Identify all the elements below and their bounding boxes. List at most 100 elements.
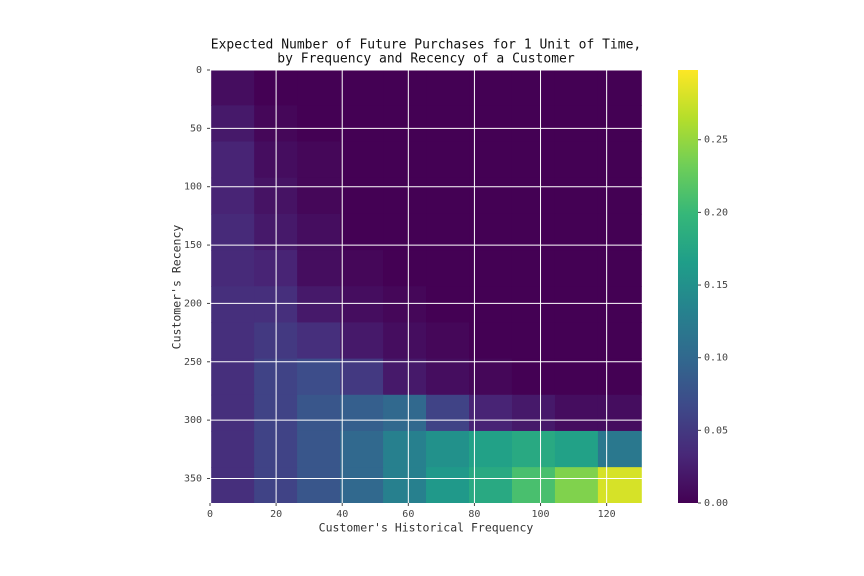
y-axis-label: Customer's Recency [170,225,184,350]
heatmap-cell [469,358,513,396]
heatmap-cell [511,394,556,432]
heatmap-cell [211,105,256,143]
heatmap-cell [554,141,599,179]
heatmap-cell [211,141,256,179]
heatmap-cell [383,286,427,323]
y-tick-label: 0 [196,65,202,76]
heatmap-cell [297,105,342,143]
heatmap-cell [469,213,513,251]
heatmap-cell [383,141,427,179]
heatmap-cell [211,286,256,323]
x-tick-label: 100 [532,509,550,520]
colorbar-tick-label: 0.25 [704,135,728,146]
x-tick-label: 20 [270,509,282,520]
plot-area [211,70,642,503]
heatmap-cell [426,394,470,432]
y-tick-label: 350 [184,473,202,484]
heatmap-cell [469,250,513,287]
colorbar-tick-label: 0.20 [704,207,728,218]
heatmap-cell [426,141,470,179]
heatmap-cell [383,105,427,143]
y-tick-label: 200 [184,298,202,309]
heatmap-cell [469,394,513,432]
heatmap-cell [554,70,599,106]
heatmap-cell [511,141,556,179]
heatmap-cell [297,322,342,360]
heatmap-cell [511,250,556,287]
heatmap-cell [297,141,342,179]
heatmap-cell [597,322,642,360]
heatmap-cell [554,358,599,396]
heatmap-cell [426,105,470,143]
colorbar-tick-label: 0.10 [704,353,728,364]
heatmap-cell [211,358,256,396]
heatmap-cell [554,394,599,432]
heatmap-cell [383,430,427,468]
heatmap-cell [297,177,342,215]
heatmap-cell [511,177,556,215]
heatmap-cell [340,177,384,215]
y-tick-label: 100 [184,182,202,193]
heatmap-cell [426,70,470,106]
heatmap-cell [340,394,384,432]
y-tick-label: 50 [190,123,202,134]
heatmap-cell [383,70,427,106]
x-tick-label: 120 [598,509,616,520]
heatmap-cell [597,141,642,179]
heatmap-cell [554,322,599,360]
colorbar-tick-label: 0.15 [704,280,728,291]
heatmap-cell [511,467,556,503]
chart-title: Expected Number of Future Purchases for … [211,38,641,53]
x-tick-label: 40 [336,509,348,520]
heatmap-cell [211,322,256,360]
x-axis-label: Customer's Historical Frequency [319,521,534,535]
heatmap-cell [383,394,427,432]
x-tick-label: 0 [207,509,213,520]
heatmap-cell [426,286,470,323]
heatmap-cell [597,250,642,287]
heatmap-cell [340,70,384,106]
heatmap-cell [383,322,427,360]
heatmap-cell [340,213,384,251]
heatmap-cell [340,358,384,396]
heatmap-cell [469,286,513,323]
heatmap-cell [340,141,384,179]
heatmap-cell [383,467,427,503]
heatmap-cell [554,177,599,215]
heatmap-cell [297,394,342,432]
heatmap-cell [597,286,642,323]
heatmap-cell [597,70,642,106]
heatmap-cell [340,430,384,468]
chart-title: by Frequency and Recency of a Customer [277,52,575,67]
heatmap-cell [597,105,642,143]
heatmap-cell [340,286,384,323]
heatmap-cell [426,213,470,251]
heatmap-cell [554,213,599,251]
heatmap-cell [511,286,556,323]
heatmap-cell [426,358,470,396]
heatmap-cell [211,250,256,287]
heatmap-cell [511,322,556,360]
heatmap-cell [554,430,599,468]
y-tick-label: 300 [184,415,202,426]
heatmap-cell [383,358,427,396]
heatmap-cell [511,358,556,396]
heatmap-cell [297,467,342,503]
heatmap-cell [426,467,470,503]
heatmap-cell [297,358,342,396]
x-tick-label: 60 [402,509,414,520]
heatmap-cell [383,213,427,251]
heatmap-cell [297,430,342,468]
heatmap-cell [340,467,384,503]
heatmap-cell [340,105,384,143]
heatmap-cell [426,322,470,360]
heatmap-cell [469,177,513,215]
heatmap-cell [211,430,256,468]
colorbar [678,70,698,503]
y-tick-label: 250 [184,357,202,368]
heatmap-cell [383,250,427,287]
heatmap-cell [340,250,384,287]
heatmap-cell [597,430,642,468]
heatmap-cell [469,467,513,503]
